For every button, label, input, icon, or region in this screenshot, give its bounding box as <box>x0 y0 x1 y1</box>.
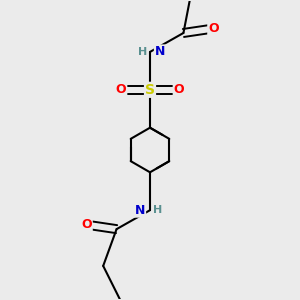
Text: H: H <box>138 47 147 57</box>
Text: N: N <box>135 204 145 217</box>
Text: N: N <box>155 45 165 58</box>
Text: O: O <box>174 83 184 96</box>
Text: O: O <box>208 22 219 35</box>
Text: O: O <box>81 218 92 231</box>
Text: H: H <box>153 205 162 215</box>
Text: O: O <box>116 83 126 96</box>
Text: S: S <box>145 83 155 97</box>
